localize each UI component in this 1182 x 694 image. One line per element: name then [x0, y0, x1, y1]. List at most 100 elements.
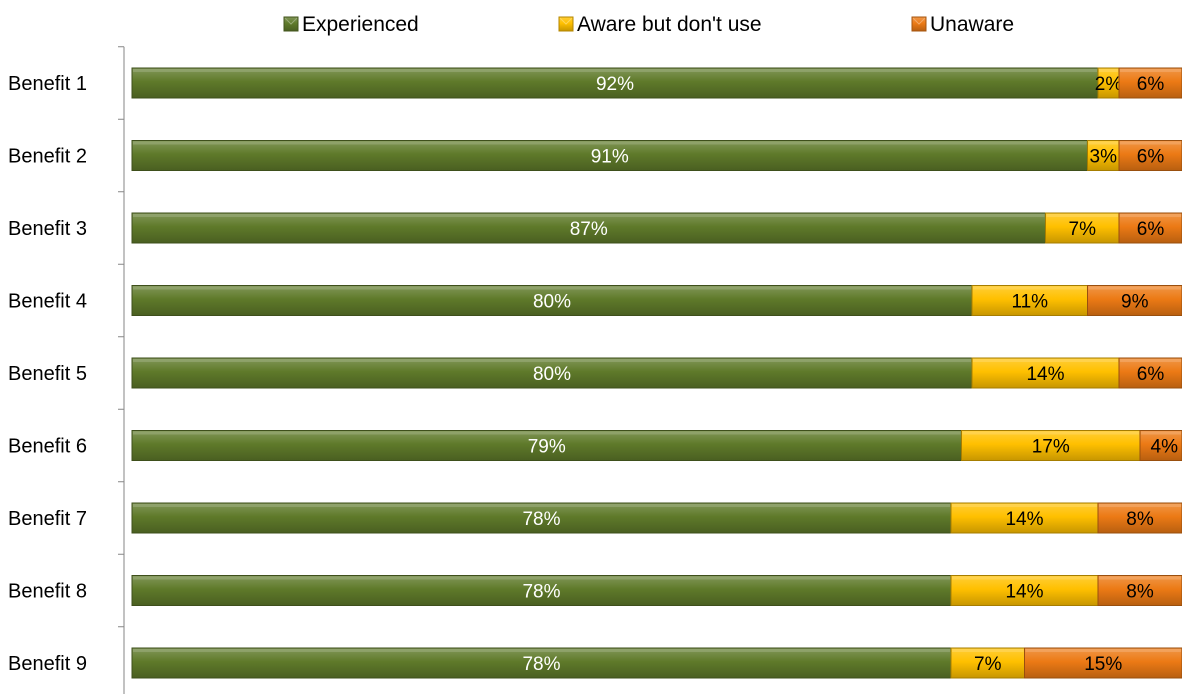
bar-segment-highlight [133, 431, 961, 435]
bar-segment-experienced [131, 647, 952, 679]
bar-segment-highlight [133, 649, 950, 652]
category-label: Benefit 6 [8, 436, 87, 458]
bars: Benefit 1 92% 2% 6%Benefit 2 91% 3% 6%Benefit … [8, 67, 1182, 679]
bar-label-experienced: 91% [591, 147, 629, 168]
bar-segment-unaware [1097, 575, 1182, 606]
bar-segment-highlight [133, 214, 1045, 217]
bar-segment-aware-but-don-t-use [950, 647, 1025, 679]
bar-segment-experienced [131, 502, 952, 534]
bar-segment-highlight [1120, 214, 1181, 217]
bar-label-experienced: 87% [570, 219, 608, 240]
bar-segment-experienced [131, 140, 1088, 171]
bar-label-experienced: 80% [533, 364, 571, 385]
bar-segment-highlight [952, 576, 1097, 580]
bar-segment-unaware [1118, 212, 1182, 244]
bar-segment-unaware [1118, 140, 1182, 171]
category-label: Benefit 2 [8, 146, 87, 168]
bar-label-unaware: 15% [1084, 654, 1122, 675]
bar-segment-highlight [133, 69, 1097, 72]
bar-row-benefit-8: Benefit 8 78% 14% 8% [8, 575, 1182, 606]
category-label: Benefit 7 [8, 508, 87, 530]
bar-segment-experienced [131, 575, 952, 606]
bar-row-benefit-5: Benefit 5 80% 14% 6% [8, 357, 1182, 389]
bar-label-unaware: 8% [1126, 509, 1154, 530]
bar-segment-aware-but-don-t-use [971, 285, 1088, 316]
legend-label-experienced: Experienced [302, 13, 419, 36]
category-label: Benefit 5 [8, 363, 87, 385]
bar-segment-highlight [133, 286, 971, 290]
bar-label-unaware: 6% [1137, 219, 1165, 240]
bar-segment-unaware [1118, 67, 1182, 99]
bar-segment-unaware [1118, 357, 1182, 389]
bar-row-benefit-9: Benefit 9 78% 7% 15% [8, 647, 1182, 679]
bar-label-unaware: 8% [1126, 582, 1154, 603]
bar-label-unaware: 6% [1137, 364, 1165, 385]
bar-segment-highlight [973, 359, 1118, 362]
bar-segment-unaware [1087, 285, 1182, 316]
bar-segment-experienced [131, 67, 1099, 99]
category-label: Benefit 4 [8, 291, 87, 313]
bar-label-unaware: 6% [1137, 147, 1165, 168]
legend-label-unaware: Unaware [930, 13, 1014, 36]
bar-label-experienced: 80% [533, 292, 571, 313]
bar-label-unaware: 4% [1151, 437, 1179, 458]
bar-row-benefit-7: Benefit 7 78% 14% 8% [8, 502, 1182, 534]
bar-segment-highlight [133, 504, 950, 507]
bar-segment-highlight [952, 504, 1097, 507]
bar-row-benefit-3: Benefit 3 87% 7% 6% [8, 212, 1182, 244]
bar-segment-highlight [1099, 504, 1181, 507]
bar-segment-highlight [1046, 214, 1118, 217]
bar-segment-highlight [1099, 576, 1181, 580]
bar-segment-highlight [1088, 141, 1118, 145]
bar-label-aware-but-don-t-use: 2% [1095, 74, 1123, 95]
legend-swatch-detail [559, 17, 573, 25]
bar-label-aware-but-don-t-use: 14% [1005, 582, 1043, 603]
bar-segment-unaware [1024, 647, 1182, 679]
bar-label-experienced: 78% [522, 582, 560, 603]
bar-segment-highlight [133, 141, 1087, 145]
bar-label-aware-but-don-t-use: 7% [974, 654, 1002, 675]
bar-segment-highlight [1120, 69, 1181, 72]
bar-segment-highlight [133, 576, 950, 580]
legend-label-aware-but-don-t-use: Aware but don't use [577, 13, 762, 36]
bar-segment-highlight [1088, 286, 1181, 290]
legend-item-unaware: Unaware [911, 13, 1014, 36]
bar-segment-highlight [952, 649, 1024, 652]
bar-label-aware-but-don-t-use: 7% [1069, 219, 1097, 240]
bar-segment-aware-but-don-t-use [950, 575, 1099, 606]
bar-label-aware-but-don-t-use: 14% [1005, 509, 1043, 530]
bar-segment-aware-but-don-t-use [1087, 140, 1120, 171]
legend-swatch-detail [284, 17, 298, 25]
legend-item-experienced: Experienced [283, 13, 419, 36]
bar-segment-highlight [962, 431, 1139, 435]
category-label: Benefit 3 [8, 218, 87, 240]
bar-row-benefit-1: Benefit 1 92% 2% 6% [8, 67, 1182, 99]
bar-segment-experienced [131, 357, 973, 389]
bar-label-experienced: 79% [528, 437, 566, 458]
bar-segment-highlight [973, 286, 1087, 290]
bar-segment-aware-but-don-t-use [971, 357, 1120, 389]
bar-segment-highlight [1141, 431, 1181, 435]
bar-label-unaware: 9% [1121, 292, 1149, 313]
legend: Experienced Aware but don't use Unaware [283, 13, 1014, 36]
bar-row-benefit-2: Benefit 2 91% 3% 6% [8, 140, 1182, 171]
bar-label-experienced: 78% [522, 654, 560, 675]
bar-label-aware-but-don-t-use: 14% [1026, 364, 1064, 385]
bar-label-aware-but-don-t-use: 17% [1032, 437, 1070, 458]
legend-item-aware-but-don-t-use: Aware but don't use [558, 13, 762, 36]
bar-segment-highlight [133, 359, 971, 362]
legend-swatch-detail [912, 17, 926, 25]
bar-label-unaware: 6% [1137, 74, 1165, 95]
bar-row-benefit-6: Benefit 6 79% 17% 4% [8, 430, 1182, 461]
bar-row-benefit-4: Benefit 4 80% 11% 9% [8, 285, 1182, 316]
category-label: Benefit 9 [8, 653, 87, 675]
bar-segment-experienced [131, 285, 973, 316]
bar-segment-unaware [1139, 430, 1182, 461]
category-label: Benefit 8 [8, 581, 87, 603]
bar-label-experienced: 78% [522, 509, 560, 530]
bar-segment-highlight [1120, 141, 1181, 145]
category-axis [118, 46, 125, 694]
bar-segment-highlight [1025, 649, 1181, 652]
